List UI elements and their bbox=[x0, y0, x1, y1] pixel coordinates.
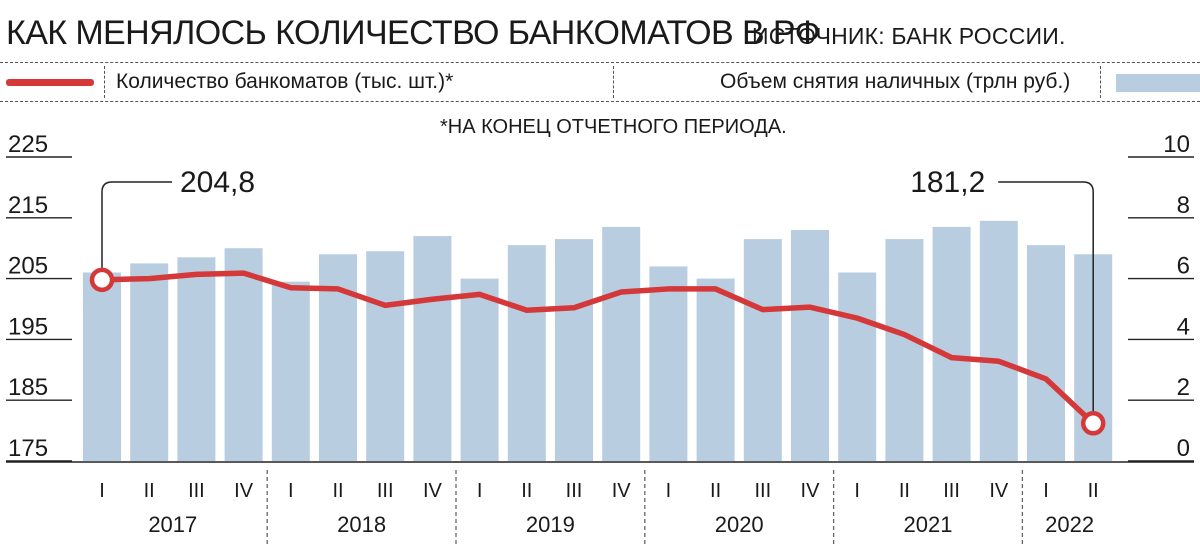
chart-title: КАК МЕНЯЛОСЬ КОЛИЧЕСТВО БАНКОМАТОВ В РФ bbox=[6, 14, 820, 52]
bar bbox=[602, 226, 641, 461]
bar bbox=[413, 236, 452, 461]
year-label: 2020 bbox=[715, 512, 764, 537]
bar bbox=[130, 263, 169, 461]
bar bbox=[177, 257, 216, 461]
legend-line-swatch bbox=[6, 79, 94, 86]
bar bbox=[696, 278, 735, 461]
source-note: ИСТОЧНИК: БАНК РОССИИ. bbox=[752, 23, 1066, 49]
quarter-label: I bbox=[1043, 480, 1049, 502]
bar bbox=[885, 239, 924, 461]
quarter-label: IV bbox=[423, 480, 443, 502]
quarter-label: I bbox=[99, 480, 105, 502]
legend-bottom-rule bbox=[0, 101, 1200, 102]
left-axis-label: 205 bbox=[8, 253, 48, 280]
quarter-label: I bbox=[477, 480, 483, 502]
left-axis-label: 185 bbox=[8, 374, 48, 401]
bar bbox=[319, 254, 357, 461]
year-label: 2019 bbox=[526, 512, 575, 537]
left-axis-label: 195 bbox=[8, 313, 48, 340]
quarter-label: IV bbox=[801, 480, 821, 502]
quarter-label: III bbox=[566, 480, 583, 502]
bar bbox=[649, 266, 688, 461]
quarter-label: III bbox=[188, 480, 205, 502]
bar bbox=[791, 229, 829, 461]
quarter-label: II bbox=[144, 480, 155, 502]
bar bbox=[932, 226, 971, 461]
legend-separator bbox=[613, 66, 614, 98]
legend-line-label: Количество банкоматов (тыс. шт.)* bbox=[116, 70, 454, 93]
legend: Количество банкоматов (тыс. шт.)* Объем … bbox=[0, 62, 1200, 102]
year-label: 2017 bbox=[148, 512, 197, 537]
bar bbox=[1027, 245, 1065, 461]
callout-connector bbox=[101, 181, 172, 268]
right-axis-label: 2 bbox=[1177, 374, 1190, 401]
quarter-label: II bbox=[332, 480, 343, 502]
line-endpoint-marker bbox=[89, 267, 115, 293]
left-axis-label: 215 bbox=[8, 192, 48, 219]
bar bbox=[979, 220, 1018, 461]
header: КАК МЕНЯЛОСЬ КОЛИЧЕСТВО БАНКОМАТОВ В РФ … bbox=[0, 0, 1200, 60]
bar bbox=[460, 278, 499, 461]
line-endpoint-marker bbox=[1080, 411, 1106, 436]
quarter-label: II bbox=[710, 480, 721, 502]
quarter-label: IV bbox=[234, 480, 254, 502]
right-axis-label: 6 bbox=[1177, 253, 1190, 280]
legend-top-rule bbox=[0, 62, 1200, 63]
series-line bbox=[99, 270, 1096, 427]
quarter-label: IV bbox=[612, 480, 632, 502]
quarter-label: I bbox=[288, 480, 294, 502]
quarter-label: II bbox=[899, 480, 910, 502]
bar bbox=[743, 239, 782, 461]
left-axis-label: 175 bbox=[8, 435, 48, 462]
quarter-label: II bbox=[1088, 480, 1099, 502]
year-label: 2018 bbox=[337, 512, 386, 537]
callout-label: 181,2 bbox=[910, 166, 985, 199]
footnote: *НА КОНЕЦ ОТЧЕТНОГО ПЕРИОДА. bbox=[440, 116, 787, 138]
right-axis-label: 8 bbox=[1177, 192, 1190, 219]
bar bbox=[838, 272, 877, 461]
quarter-label: III bbox=[377, 480, 394, 502]
bar bbox=[83, 272, 121, 461]
left-axis-label: 225 bbox=[8, 131, 48, 158]
bar bbox=[507, 245, 546, 461]
year-label: 2021 bbox=[904, 512, 953, 537]
legend-separator bbox=[104, 66, 105, 98]
callout-label: 204,8 bbox=[180, 166, 255, 199]
right-axis-label: 0 bbox=[1177, 435, 1190, 462]
bar bbox=[224, 248, 263, 461]
bar bbox=[366, 251, 405, 461]
right-axis-label: 10 bbox=[1163, 131, 1190, 158]
quarter-label: III bbox=[943, 480, 960, 502]
legend-bar-swatch bbox=[1116, 74, 1200, 92]
legend-bar-label: Объем снятия наличных (трлн руб.) bbox=[720, 70, 1071, 93]
quarter-label: I bbox=[854, 480, 860, 502]
bar bbox=[271, 281, 310, 461]
quarter-label: IV bbox=[989, 480, 1009, 502]
year-label: 2022 bbox=[1045, 512, 1094, 537]
callout-connector bbox=[998, 181, 1094, 412]
right-axis-label: 4 bbox=[1177, 313, 1190, 340]
quarter-label: II bbox=[521, 480, 532, 502]
quarter-label: I bbox=[666, 480, 672, 502]
legend-separator bbox=[1100, 66, 1101, 98]
quarter-label: III bbox=[754, 480, 771, 502]
bar bbox=[555, 239, 593, 461]
